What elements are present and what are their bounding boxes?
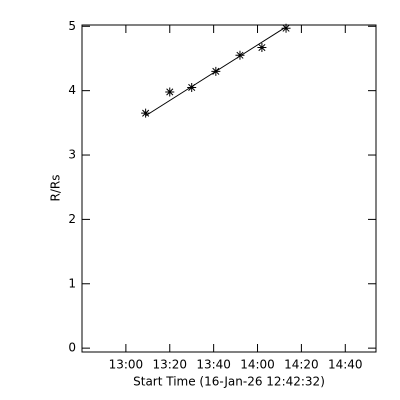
data-point <box>281 23 291 33</box>
plot-frame <box>81 24 377 353</box>
x-tick-label: 13:40 <box>196 358 231 372</box>
y-tick-label: 0 <box>68 341 76 355</box>
x-tick-label: 13:20 <box>152 358 187 372</box>
data-point <box>235 50 245 60</box>
y-tick-label: 2 <box>68 212 76 226</box>
x-tick-label: 14:00 <box>240 358 275 372</box>
data-point <box>165 87 175 97</box>
data-point <box>187 82 197 92</box>
x-tick-label: 14:20 <box>284 358 319 372</box>
data-point <box>211 66 221 76</box>
y-axis-label: R/Rs <box>49 175 63 202</box>
x-axis-label: Start Time (16-Jan-26 12:42:32) <box>133 375 325 389</box>
y-tick-label: 4 <box>68 83 76 97</box>
data-point <box>141 108 151 118</box>
y-tick-label: 3 <box>68 148 76 162</box>
x-tick-label: 13:00 <box>109 358 144 372</box>
y-tick-label: 5 <box>68 19 76 33</box>
data-point <box>257 43 267 53</box>
y-tick-label: 1 <box>68 276 76 290</box>
x-tick-label: 14:40 <box>328 358 363 372</box>
